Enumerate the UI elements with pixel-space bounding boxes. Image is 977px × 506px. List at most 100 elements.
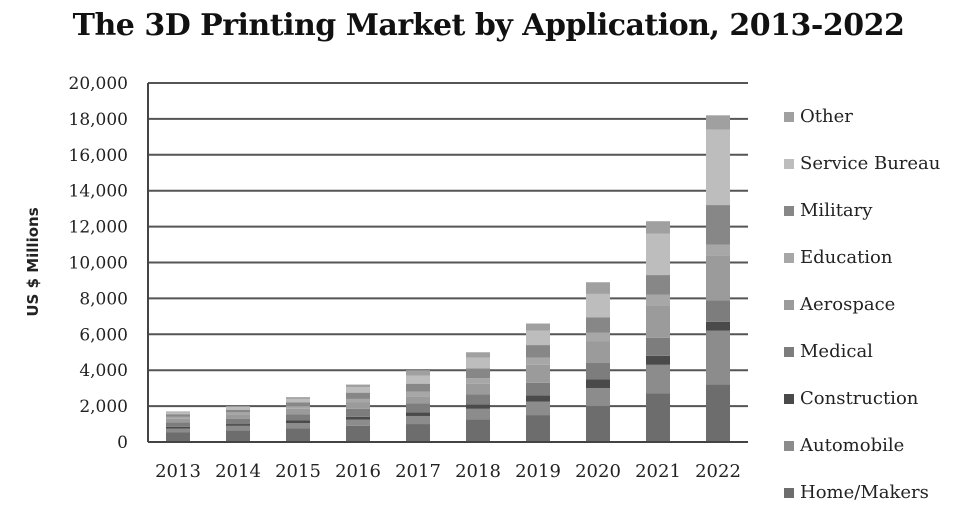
bar-segment [586, 293, 610, 318]
bar-segment [166, 414, 190, 417]
bar-segment [226, 406, 250, 407]
bar-segment [646, 221, 670, 234]
bar-segment [526, 401, 550, 416]
bar-segment [406, 375, 430, 384]
bar-segment [586, 363, 610, 380]
legend-swatch [784, 347, 794, 357]
bar-segment [706, 255, 730, 301]
bar-segment [466, 404, 490, 409]
gridlines [148, 82, 748, 408]
bar-segment [586, 317, 610, 333]
x-tick-label: 2016 [335, 461, 381, 482]
y-tick-label: 6,000 [79, 325, 128, 345]
bar-segment [286, 420, 310, 424]
bar-segment [466, 394, 490, 405]
chart-title: The 3D Printing Market by Application, 2… [72, 8, 905, 43]
bar-segment [466, 383, 490, 395]
x-tick-label: 2019 [515, 461, 561, 482]
x-tick-label: 2013 [155, 461, 201, 482]
bar-segment [646, 355, 670, 365]
bar-segment [586, 341, 610, 364]
bar-segment [166, 432, 190, 442]
bar-segment [226, 430, 250, 442]
bar-segment [226, 409, 250, 413]
legend-swatch [784, 394, 794, 404]
y-tick-label: 12,000 [69, 218, 128, 238]
y-tick-label: 16,000 [69, 146, 128, 166]
bar-segment [286, 423, 310, 429]
bar-segment [586, 406, 610, 442]
bar-segment [646, 233, 670, 276]
bar-segment [706, 321, 730, 331]
x-tick-label: 2017 [395, 461, 441, 482]
y-tick-label: 14,000 [69, 182, 128, 202]
bar-segment [466, 368, 490, 379]
legend-label: Automobile [799, 435, 904, 456]
legend-swatch [784, 253, 794, 263]
bar-segment [526, 364, 550, 383]
bar-segment [346, 398, 370, 403]
y-tick-label: 0 [117, 433, 128, 453]
legend-label: Military [800, 200, 873, 221]
bar-segment [166, 411, 190, 413]
legend-label: Construction [800, 388, 919, 409]
x-tick-label: 2018 [455, 461, 501, 482]
x-tick-label: 2020 [575, 461, 621, 482]
legend-label: Service Bureau [800, 153, 940, 174]
bar-segment [646, 364, 670, 394]
y-tick-label: 2,000 [79, 397, 128, 417]
bar-segment [586, 388, 610, 407]
bar-segment [706, 205, 730, 245]
bar-segment [526, 395, 550, 402]
bar-segment [466, 419, 490, 442]
bar-segment [406, 415, 430, 425]
y-tick-label: 8,000 [79, 289, 128, 309]
bar-segment [346, 416, 370, 420]
bar-segment [706, 330, 730, 385]
bar-segment [406, 412, 430, 416]
bar-segment [526, 330, 550, 346]
bar-segment [286, 398, 310, 403]
bar-segment [466, 378, 490, 384]
bar-segment [226, 418, 250, 425]
bar-segment [646, 305, 670, 338]
bar-segment [286, 408, 310, 415]
bars [166, 115, 730, 442]
bar-segment [286, 402, 310, 407]
y-tick-labels: 0 2,000 4,000 6,000 8,000 10,000 12,000 14,000 1… [69, 74, 128, 453]
bar-segment [346, 419, 370, 426]
bar-segment [586, 379, 610, 389]
bar-segment [286, 414, 310, 421]
legend-swatch [784, 441, 794, 451]
bar-segment [166, 428, 190, 433]
bar-segment [526, 415, 550, 442]
bar-segment [226, 412, 250, 415]
bar-segment [166, 418, 190, 423]
legend-label: Aerospace [799, 294, 895, 315]
bar-segment [706, 244, 730, 256]
bar-segment [406, 424, 430, 442]
legend-swatch [784, 159, 794, 169]
bar-segment [166, 412, 190, 415]
bar-segment [526, 323, 550, 331]
y-tick-label: 18,000 [69, 110, 128, 130]
bar-segment [466, 408, 490, 420]
bar-segment [706, 384, 730, 442]
bar-segment [586, 282, 610, 294]
y-axis-label: US $ Millions [24, 207, 42, 316]
x-tick-labels: 2013 2014 2015 2016 2017 2018 2019 2020 2021 2022 [155, 461, 741, 482]
legend-label: Home/Makers [800, 482, 929, 503]
bar-segment [706, 300, 730, 322]
bar-segment [586, 332, 610, 342]
axes [147, 83, 748, 443]
legend-label: Other [800, 106, 853, 127]
y-tick-label: 10,000 [69, 254, 128, 274]
x-tick-label: 2022 [695, 461, 741, 482]
bar-segment [706, 115, 730, 130]
legend-swatch [784, 206, 794, 216]
bar-segment [286, 397, 310, 399]
y-tick-label: 20,000 [69, 74, 128, 94]
y-tick-label: 4,000 [79, 361, 128, 381]
bar-segment [346, 408, 370, 417]
bar-segment [646, 294, 670, 306]
